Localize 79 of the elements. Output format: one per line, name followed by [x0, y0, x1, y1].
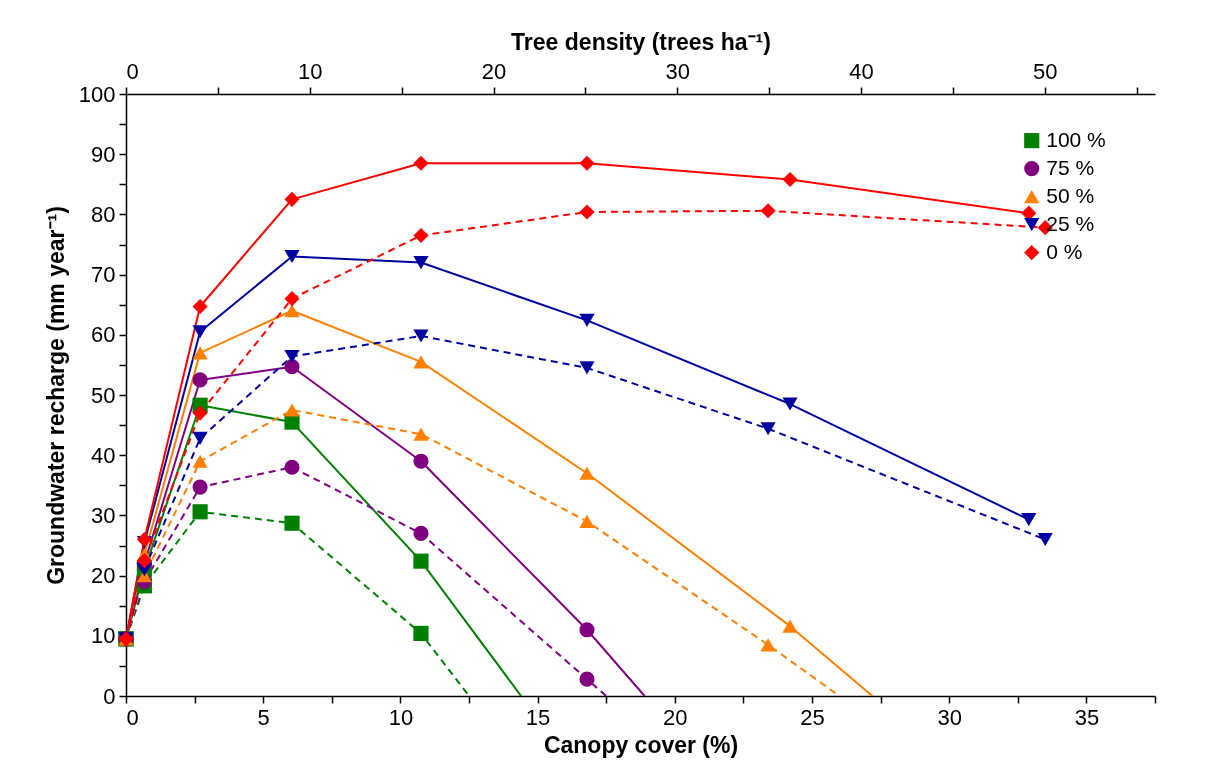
point: [136, 552, 152, 569]
legend-label: 0 %: [1046, 239, 1083, 263]
legend-label: 50 %: [1046, 183, 1095, 207]
x2-tick-label: 40: [849, 58, 874, 84]
point: [782, 397, 798, 411]
point: [192, 504, 208, 520]
x-tick-label: 10: [388, 704, 414, 730]
x-tick-label: 0: [126, 704, 139, 730]
point: [413, 525, 429, 542]
point: [192, 372, 208, 388]
point: [413, 625, 429, 641]
y-tick-label: 50: [91, 382, 116, 408]
x2-axis-title: Tree density (trees ha⁻¹): [511, 28, 771, 55]
y-axis-title: Groundwater recharge (mm year⁻¹): [42, 206, 69, 585]
point: [284, 191, 300, 207]
point: [413, 255, 429, 270]
y-tick-label: 70: [91, 262, 116, 288]
point: [284, 291, 300, 307]
x2-tick-label: 50: [1033, 58, 1058, 84]
point: [284, 349, 300, 364]
point: [413, 453, 429, 469]
point: [284, 403, 300, 417]
x-tick-label: 35: [1074, 704, 1100, 730]
point: [579, 361, 595, 375]
x-tick-label: 5: [257, 704, 270, 730]
point: [192, 431, 208, 445]
point: [284, 359, 300, 375]
legend-label: 100 %: [1046, 127, 1106, 151]
point: [579, 313, 595, 327]
x-tick-label: 15: [525, 704, 551, 730]
point: [413, 553, 429, 569]
point: [760, 203, 776, 219]
point: [1021, 513, 1037, 527]
point: [284, 515, 300, 531]
legend-label: 75 %: [1046, 155, 1095, 179]
point: [284, 304, 300, 318]
point: [760, 638, 776, 652]
y-tick-label: 60: [91, 322, 116, 348]
legend-label: 25 %: [1046, 211, 1095, 235]
y-tick-label: 80: [91, 201, 116, 227]
y-tick-label: 10: [91, 623, 116, 649]
y-tick-label: 40: [91, 442, 116, 468]
point: [782, 171, 798, 188]
point: [413, 329, 429, 343]
x-axis-title: Canopy cover (%): [543, 731, 739, 758]
point: [760, 422, 776, 436]
point: [413, 427, 429, 441]
point: [413, 155, 429, 171]
point: [413, 227, 429, 244]
point: [284, 459, 300, 475]
point: [192, 405, 208, 421]
point: [1037, 532, 1053, 547]
x2-tick-label: 0: [126, 58, 139, 84]
point: [192, 346, 208, 360]
y-tick-label: 90: [91, 141, 116, 167]
point: [579, 671, 595, 687]
point: [579, 466, 595, 480]
point: [192, 479, 208, 495]
x-tick-label: 25: [800, 704, 825, 730]
y-tick-label: 30: [91, 502, 116, 528]
x2-tick-label: 20: [481, 58, 507, 84]
point: [192, 298, 208, 315]
point: [192, 325, 208, 339]
x2-tick-label: 10: [298, 58, 323, 84]
point: [413, 355, 429, 369]
x2-tick-label: 30: [665, 58, 690, 84]
x-tick-label: 20: [663, 704, 688, 730]
y-tick-label: 100: [78, 81, 116, 107]
point: [192, 454, 208, 468]
y-tick-label: 20: [91, 563, 116, 589]
point: [579, 155, 595, 171]
point: [579, 514, 595, 528]
x-tick-label: 30: [937, 704, 962, 730]
point: [136, 531, 152, 548]
y-tick-label: 0: [103, 683, 116, 709]
point: [579, 622, 595, 638]
point: [579, 204, 595, 220]
point: [284, 249, 300, 264]
point: [782, 619, 798, 633]
